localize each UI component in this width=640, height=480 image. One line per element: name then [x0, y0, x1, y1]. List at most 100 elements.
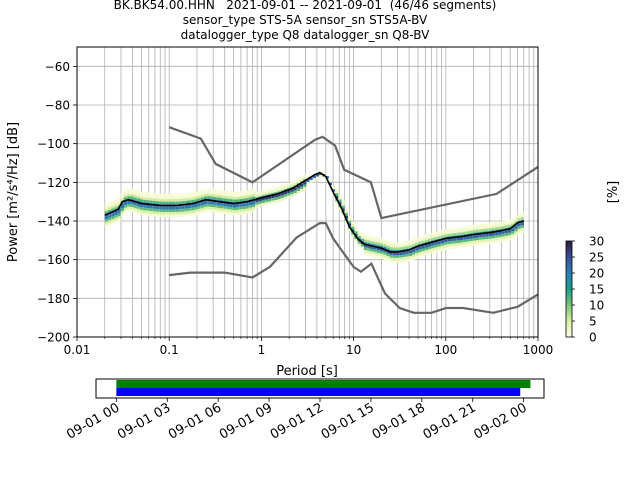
- density-cell: [434, 250, 438, 253]
- density-cell: [156, 201, 160, 204]
- density-cell: [418, 254, 422, 258]
- density-cell: [287, 185, 291, 188]
- density-cell: [492, 227, 496, 231]
- density-cell: [162, 212, 166, 215]
- density-cell: [111, 221, 115, 225]
- density-cell: [501, 226, 505, 229]
- density-cell: [127, 204, 131, 207]
- density-cell: [338, 202, 342, 205]
- density-cell: [482, 234, 486, 237]
- density-cell: [117, 213, 121, 217]
- density-cell: [194, 191, 198, 195]
- density-cell: [261, 195, 265, 198]
- density-cell: [517, 231, 521, 235]
- density-cell: [159, 201, 163, 205]
- density-cell: [149, 213, 153, 217]
- density-cell: [175, 214, 179, 218]
- density-cell: [370, 254, 374, 257]
- density-cell: [204, 209, 208, 213]
- density-cell: [268, 188, 272, 192]
- density-cell: [124, 202, 128, 206]
- density-cell: [140, 204, 144, 208]
- density-cell: [456, 227, 460, 230]
- density-cell: [344, 221, 348, 224]
- density-cell: [168, 196, 172, 200]
- density-cell: [460, 229, 464, 233]
- density-cell: [370, 246, 374, 249]
- density-cell: [399, 244, 403, 248]
- density-cell: [472, 227, 476, 231]
- density-cell: [114, 207, 118, 210]
- density-cell: [364, 237, 368, 240]
- density-cell: [117, 218, 121, 222]
- density-cell: [424, 239, 428, 243]
- density-cell: [389, 254, 393, 258]
- density-cell: [428, 238, 432, 242]
- density-cell: [364, 242, 368, 245]
- density-cell: [210, 194, 214, 197]
- density-cell: [463, 242, 467, 245]
- density-cell: [360, 238, 364, 242]
- density-cell: [181, 206, 185, 209]
- density-cell: [392, 257, 396, 261]
- density-cell: [357, 230, 361, 234]
- density-cell: [421, 240, 425, 244]
- density-cell: [412, 244, 416, 247]
- density-cell: [482, 223, 486, 227]
- density-cell: [511, 231, 515, 234]
- density-cell: [188, 200, 192, 203]
- density-cell: [181, 214, 185, 217]
- density-cell: [396, 247, 400, 251]
- density-cell: [213, 210, 217, 213]
- density-cell: [117, 198, 121, 201]
- density-cell: [399, 242, 403, 245]
- density-cell: [261, 200, 265, 203]
- noise-model-curves: [168, 126, 538, 314]
- density-cell: [431, 237, 435, 241]
- density-cell: [130, 201, 134, 205]
- density-cell: [376, 247, 380, 251]
- figure-title-line-2: sensor_type STS-5A sensor_sn STS5A-BV: [182, 13, 428, 27]
- density-cell: [114, 199, 118, 203]
- density-cell: [444, 239, 448, 243]
- density-cell: [104, 224, 108, 227]
- colorbar-tick-label: 10: [589, 299, 604, 313]
- density-cell: [485, 239, 489, 242]
- density-cell: [146, 195, 150, 198]
- density-cell: [245, 208, 249, 212]
- density-cell: [242, 193, 246, 196]
- density-cell: [216, 207, 220, 211]
- density-cell: [380, 256, 384, 259]
- density-cell: [213, 194, 217, 197]
- density-cell: [232, 212, 236, 216]
- density-cell: [383, 254, 387, 258]
- density-cell: [108, 202, 112, 205]
- density-cell: [357, 241, 361, 244]
- density-cell: [453, 230, 457, 233]
- density-cell: [386, 253, 390, 257]
- density-cell: [456, 237, 460, 241]
- density-cell: [264, 191, 268, 195]
- density-cell: [517, 215, 521, 219]
- density-cell: [146, 208, 150, 211]
- density-cell: [348, 218, 352, 221]
- density-cell: [476, 224, 480, 228]
- density-cell: [325, 173, 329, 176]
- density-cell: [120, 208, 124, 212]
- density-cell: [296, 178, 300, 181]
- density-cell: [415, 253, 419, 256]
- density-cell: [223, 211, 227, 214]
- density-cell: [136, 211, 140, 214]
- density-cell: [444, 244, 448, 248]
- density-cell: [408, 256, 412, 259]
- density-cell: [168, 212, 172, 215]
- density-cell: [197, 203, 201, 207]
- timeline-tick-label: 09-02 00: [472, 400, 530, 442]
- density-cell: [424, 250, 428, 253]
- density-cell: [117, 203, 121, 206]
- density-cell: [146, 197, 150, 201]
- density-cell: [364, 239, 368, 243]
- density-cell: [418, 239, 422, 242]
- density-cell: [367, 253, 371, 256]
